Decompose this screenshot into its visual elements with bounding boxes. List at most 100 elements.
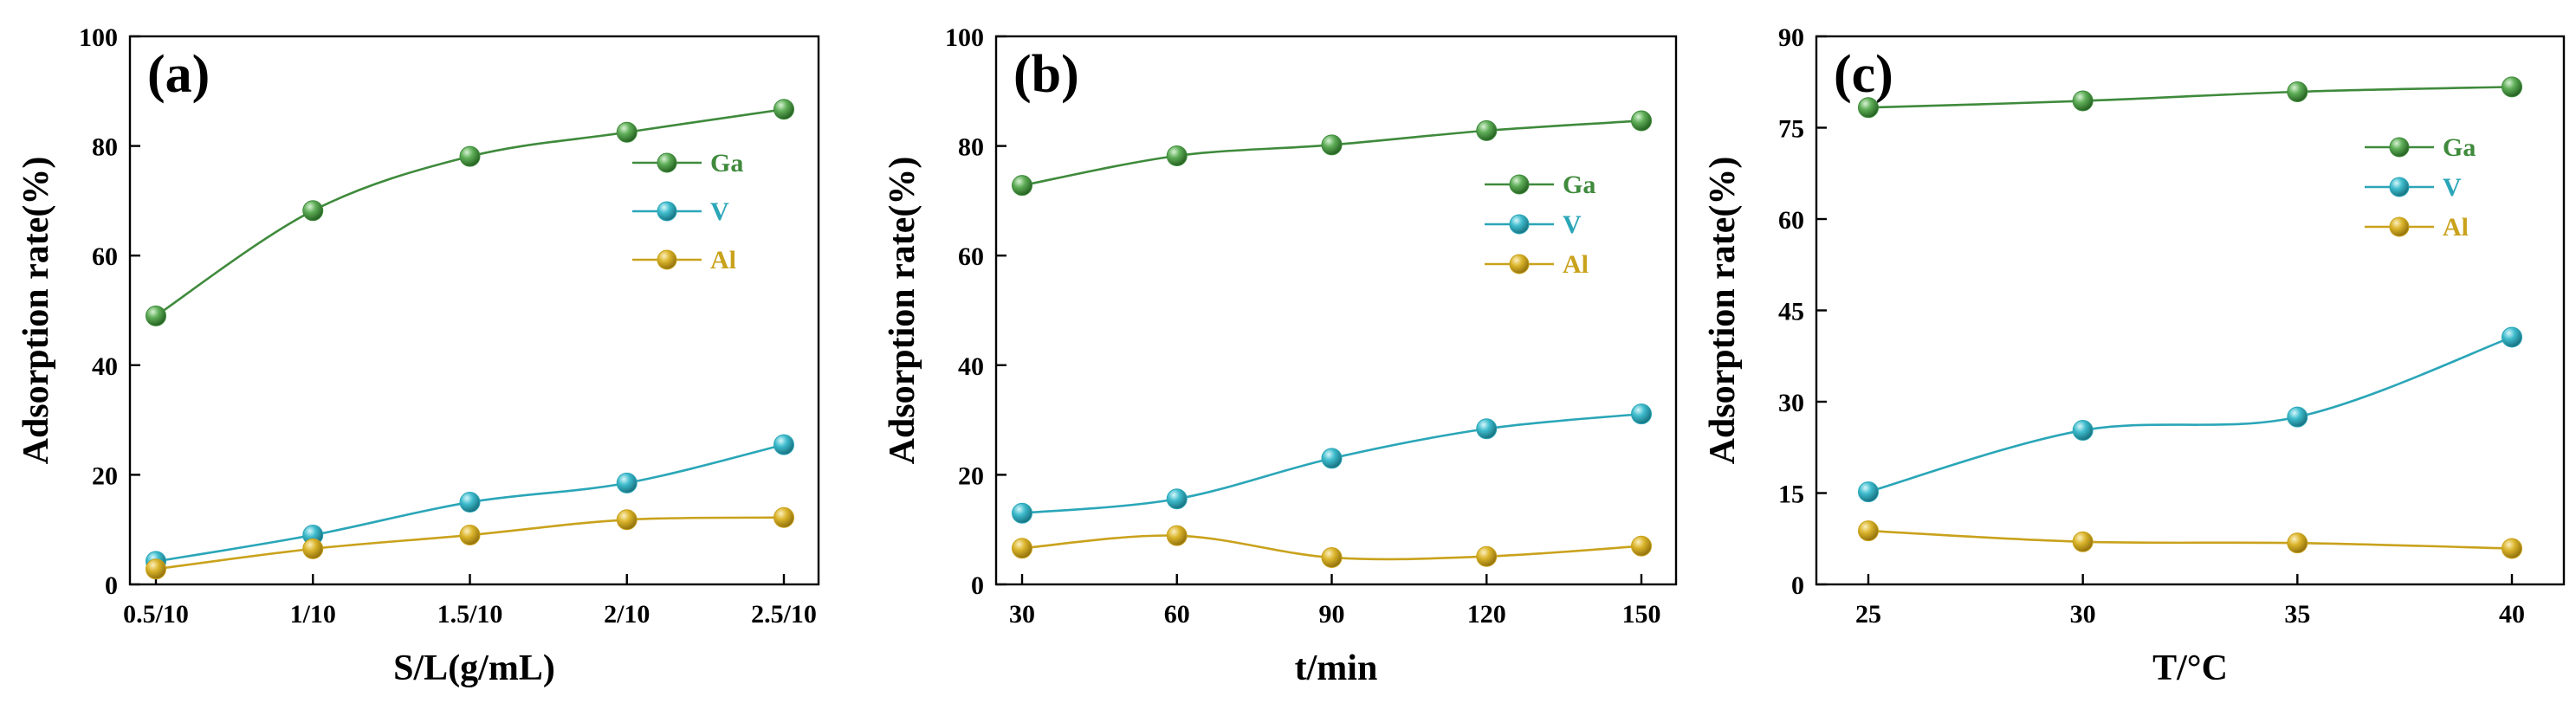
legend-marker-v <box>657 201 677 222</box>
panel-0: 0 20 40 60 80 100 0.5/10 1/10 1.5/10 2/10 2.5/10 S/… <box>16 23 820 688</box>
data-point-ga <box>2502 76 2522 98</box>
data-point-v <box>2287 406 2308 428</box>
legend-label-al: Al <box>710 246 736 274</box>
legend-label-al: Al <box>1563 250 1589 279</box>
data-point-al <box>146 558 166 580</box>
data-point-ga <box>302 200 324 222</box>
data-point-v <box>1858 481 1879 503</box>
series-line-ga <box>155 107 785 317</box>
legend-marker-ga <box>657 152 677 173</box>
panel-2: 0 15 30 45 60 75 90 25 30 35 40 T/°C Adsorption rate… <box>1703 23 2566 688</box>
x-tick-label: 90 <box>1319 600 1345 629</box>
y-tick-label: 75 <box>1778 115 1804 144</box>
data-point-ga <box>1631 110 1652 132</box>
legend-label-ga: Ga <box>1563 171 1595 199</box>
data-point-v <box>1476 418 1498 440</box>
x-axis-title: t/min <box>1295 648 1378 688</box>
y-tick-label: 0 <box>971 571 984 600</box>
data-point-ga <box>616 121 638 143</box>
data-point-ga <box>773 99 794 120</box>
data-point-al <box>1012 538 1032 559</box>
y-tick-label: 15 <box>1778 481 1804 509</box>
x-tick-label: 25 <box>1855 600 1881 629</box>
panel-1: 0 20 40 60 80 100 30 60 90 120 150 t/min Adsorption … <box>883 23 1678 688</box>
plot-frame <box>128 35 820 586</box>
data-point-v <box>773 434 794 455</box>
x-tick-label: 40 <box>2499 600 2525 629</box>
panel-label: (a) <box>147 45 210 104</box>
legend-label-al: Al <box>2443 213 2469 242</box>
legend-label-v: V <box>710 197 729 226</box>
legend-marker-ga <box>2389 137 2410 158</box>
x-tick-label: 35 <box>2284 600 2310 629</box>
legend-label-v: V <box>1563 210 1582 239</box>
x-tick-label: 1.5/10 <box>437 600 503 629</box>
data-point-al <box>1858 520 1879 542</box>
series-line-al <box>1867 529 2513 550</box>
legend-marker-al <box>657 249 677 270</box>
y-tick-label: 30 <box>1778 389 1804 417</box>
legend-marker-v <box>2389 177 2410 197</box>
data-point-v <box>1321 448 1343 469</box>
data-point-al <box>1321 546 1343 568</box>
data-point-al <box>2287 532 2308 554</box>
x-tick-label: 0.5/10 <box>123 600 189 629</box>
x-tick-label: 30 <box>2070 600 2096 629</box>
y-tick-label: 60 <box>958 242 984 271</box>
y-tick-label: 60 <box>92 242 118 271</box>
y-tick-label: 0 <box>1791 571 1804 600</box>
data-point-ga <box>146 305 166 326</box>
data-point-al <box>1631 535 1652 557</box>
y-tick-label: 45 <box>1778 298 1804 326</box>
data-point-ga <box>2072 90 2094 112</box>
y-axis-title: Adsorption rate(%) <box>16 157 56 465</box>
data-point-al <box>459 525 481 546</box>
y-tick-label: 0 <box>105 571 118 600</box>
y-tick-label: 40 <box>958 352 984 381</box>
data-point-ga <box>459 145 481 167</box>
series-line-v <box>1867 336 2513 493</box>
y-tick-label: 60 <box>1778 206 1804 235</box>
y-tick-label: 90 <box>1778 23 1804 52</box>
y-tick-label: 80 <box>958 133 984 162</box>
y-tick-label: 20 <box>92 461 118 490</box>
legend-marker-al <box>2389 216 2410 237</box>
y-tick-label: 20 <box>958 461 984 490</box>
data-point-v <box>1012 502 1032 524</box>
legend-label-ga: Ga <box>2443 133 2476 162</box>
x-tick-label: 120 <box>1467 600 1506 629</box>
data-point-al <box>2502 538 2522 559</box>
plot-frame <box>994 35 1678 586</box>
x-tick-label: 1/10 <box>290 600 336 629</box>
data-point-al <box>1476 545 1498 567</box>
x-tick-label: 2.5/10 <box>751 600 817 629</box>
data-point-al <box>1166 525 1188 546</box>
series-line-ga <box>1867 86 2513 109</box>
x-axis-title: S/L(g/mL) <box>393 648 555 688</box>
x-tick-label: 150 <box>1622 600 1661 629</box>
legend-marker-ga <box>1509 174 1530 195</box>
y-axis-title: Adsorption rate(%) <box>1703 157 1743 465</box>
y-tick-label: 100 <box>945 23 984 52</box>
x-tick-label: 2/10 <box>604 600 650 629</box>
data-point-al <box>773 506 794 528</box>
legend-marker-al <box>1509 254 1530 274</box>
y-tick-label: 100 <box>79 23 118 52</box>
data-point-al <box>616 509 638 531</box>
data-point-ga <box>1321 134 1343 156</box>
data-point-v <box>616 472 638 493</box>
y-tick-label: 80 <box>92 133 118 162</box>
data-point-ga <box>1476 119 1498 141</box>
y-axis-title: Adsorption rate(%) <box>883 157 922 465</box>
panel-label: (c) <box>1834 45 1893 104</box>
x-tick-label: 60 <box>1164 600 1190 629</box>
plot-frame <box>1815 35 2566 586</box>
x-axis-title: T/°C <box>2152 648 2228 688</box>
legend-marker-v <box>1509 214 1530 235</box>
panel-label: (b) <box>1013 45 1079 104</box>
data-point-v <box>2072 420 2094 442</box>
data-point-v <box>2502 326 2522 348</box>
data-point-v <box>1631 403 1652 425</box>
data-point-v <box>459 492 481 513</box>
data-point-ga <box>2287 81 2308 103</box>
